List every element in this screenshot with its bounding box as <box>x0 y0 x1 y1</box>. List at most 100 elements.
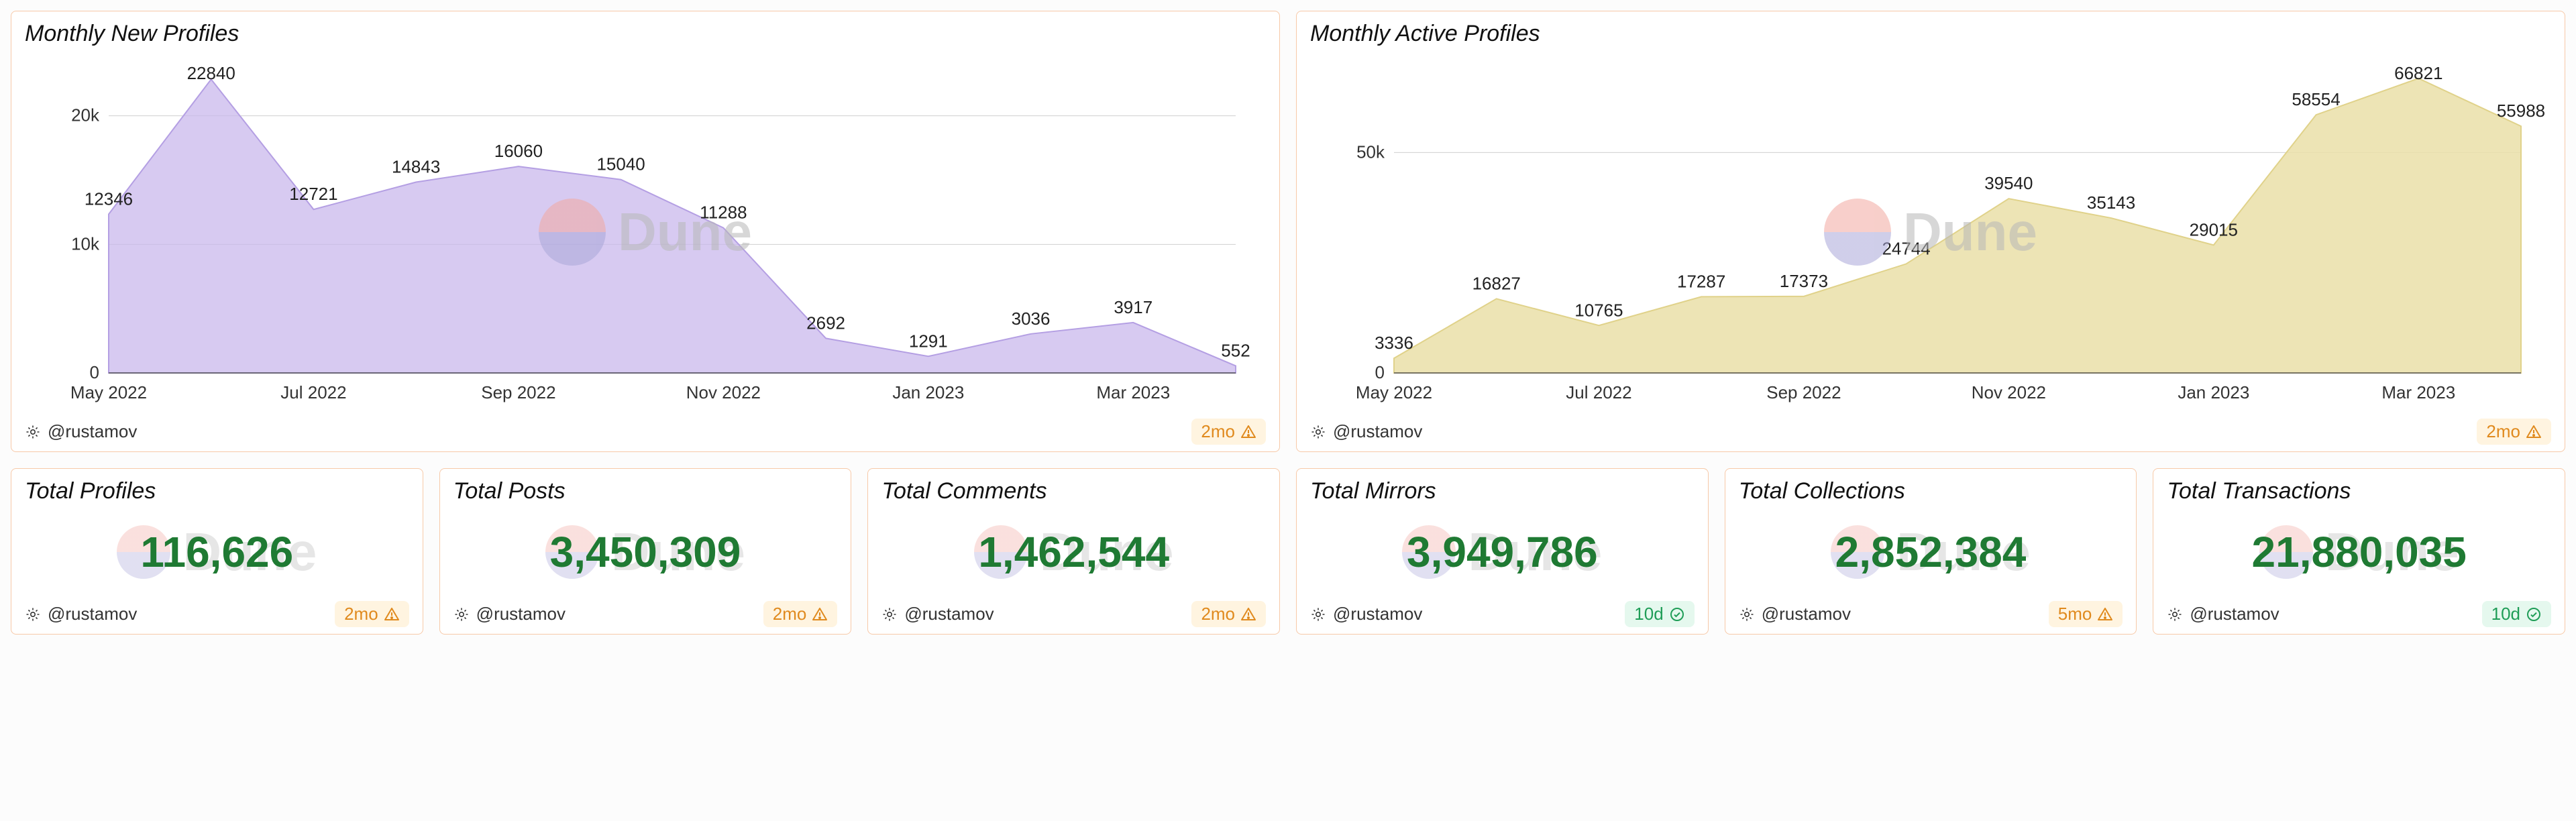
kpi-value: 21,880,035 <box>2252 527 2467 577</box>
badge-text: 10d <box>1634 604 1663 624</box>
svg-text:1291: 1291 <box>909 331 948 351</box>
kpi-value: 1,462,544 <box>978 527 1169 577</box>
author-handle: @rustamov <box>2190 604 2279 624</box>
kpi-card: Total Posts Dune3,450,309 @rustamov 2mo <box>439 468 852 635</box>
svg-text:15040: 15040 <box>596 154 645 174</box>
kpi-title: Total Collections <box>1739 478 2123 504</box>
chart-title: Monthly New Profiles <box>25 21 1266 47</box>
svg-text:22840: 22840 <box>187 63 235 83</box>
kpi-value: 3,949,786 <box>1407 527 1598 577</box>
chart-title: Monthly Active Profiles <box>1310 21 2551 47</box>
svg-text:39540: 39540 <box>1984 173 2033 193</box>
kpi-card: Total Profiles Dune116,626 @rustamov 2mo <box>11 468 423 635</box>
svg-text:3036: 3036 <box>1012 309 1051 329</box>
svg-text:Jul 2022: Jul 2022 <box>1566 382 1631 402</box>
badge-text: 2mo <box>2486 421 2520 442</box>
author[interactable]: @rustamov <box>1310 421 1422 442</box>
author[interactable]: @rustamov <box>1310 604 1422 624</box>
kpi-title: Total Posts <box>453 478 838 504</box>
author-handle: @rustamov <box>1333 604 1422 624</box>
badge-text: 2mo <box>773 604 807 624</box>
kpi-body: Dune3,949,786 <box>1310 508 1695 596</box>
svg-text:29015: 29015 <box>2190 219 2238 239</box>
svg-text:10k: 10k <box>71 233 100 254</box>
card-footer: @rustamov 5mo <box>1739 601 2123 627</box>
svg-text:55988: 55988 <box>2497 101 2545 121</box>
svg-text:0: 0 <box>90 362 99 382</box>
svg-text:11288: 11288 <box>700 203 747 223</box>
badge-text: 2mo <box>344 604 378 624</box>
area-chart-svg: 010k20kMay 2022Jul 2022Sep 2022Nov 2022J… <box>25 51 1266 413</box>
kpi-body: Dune1,462,544 <box>881 508 1266 596</box>
freshness-badge: 2mo <box>763 601 838 627</box>
kpi-value: 3,450,309 <box>550 527 741 577</box>
chart-card-new-profiles: Monthly New ProfilesDune010k20kMay 2022J… <box>11 11 1280 452</box>
svg-text:Mar 2023: Mar 2023 <box>1096 382 1170 402</box>
svg-text:20k: 20k <box>71 105 100 125</box>
kpi-body: Dune3,450,309 <box>453 508 838 596</box>
card-footer: @rustamov 2mo <box>1310 419 2551 445</box>
svg-text:14843: 14843 <box>392 157 440 177</box>
svg-text:Jul 2022: Jul 2022 <box>280 382 346 402</box>
kpi-card: Total Mirrors Dune3,949,786 @rustamov 10d <box>1296 468 1709 635</box>
chart-area[interactable]: Dune050kMay 2022Jul 2022Sep 2022Nov 2022… <box>1310 51 2551 413</box>
svg-text:Jan 2023: Jan 2023 <box>892 382 964 402</box>
svg-text:Jan 2023: Jan 2023 <box>2178 382 2249 402</box>
kpi-body: Dune21,880,035 <box>2167 508 2551 596</box>
kpi-card: Total Collections Dune2,852,384 @rustamov 5… <box>1725 468 2137 635</box>
svg-text:10765: 10765 <box>1574 300 1623 320</box>
author[interactable]: @rustamov <box>881 604 994 624</box>
freshness-badge: 2mo <box>1191 601 1266 627</box>
kpi-card: Total Comments Dune1,462,544 @rustamov 2mo <box>867 468 1280 635</box>
svg-text:50k: 50k <box>1356 142 1385 162</box>
author-handle: @rustamov <box>1762 604 1851 624</box>
badge-text: 2mo <box>1201 421 1235 442</box>
kpi-body: Dune2,852,384 <box>1739 508 2123 596</box>
svg-text:16060: 16060 <box>494 141 543 161</box>
kpi-body: Dune116,626 <box>25 508 409 596</box>
kpi-title: Total Transactions <box>2167 478 2551 504</box>
svg-text:12346: 12346 <box>85 188 133 209</box>
svg-text:3336: 3336 <box>1375 333 1413 353</box>
svg-text:May 2022: May 2022 <box>1356 382 1432 402</box>
svg-text:35143: 35143 <box>2087 193 2135 213</box>
kpi-title: Total Mirrors <box>1310 478 1695 504</box>
chart-area[interactable]: Dune010k20kMay 2022Jul 2022Sep 2022Nov 2… <box>25 51 1266 413</box>
card-footer: @rustamov 10d <box>2167 601 2551 627</box>
author[interactable]: @rustamov <box>25 604 137 624</box>
card-footer: @rustamov 2mo <box>25 419 1266 445</box>
kpi-value: 2,852,384 <box>1835 527 2027 577</box>
svg-text:552: 552 <box>1221 340 1250 360</box>
chart-card-active-profiles: Monthly Active ProfilesDune050kMay 2022J… <box>1296 11 2565 452</box>
svg-text:12721: 12721 <box>289 184 337 204</box>
svg-text:3917: 3917 <box>1114 297 1152 317</box>
card-footer: @rustamov 2mo <box>453 601 838 627</box>
area-chart-svg: 050kMay 2022Jul 2022Sep 2022Nov 2022Jan … <box>1310 51 2551 413</box>
kpi-value: 116,626 <box>140 527 293 577</box>
author[interactable]: @rustamov <box>2167 604 2279 624</box>
badge-text: 10d <box>2491 604 2520 624</box>
author[interactable]: @rustamov <box>1739 604 1851 624</box>
svg-text:24744: 24744 <box>1882 238 1930 258</box>
kpi-title: Total Comments <box>881 478 1266 504</box>
svg-text:0: 0 <box>1375 362 1385 382</box>
kpi-card: Total Transactions Dune21,880,035 @rustamo… <box>2153 468 2565 635</box>
author-handle: @rustamov <box>48 421 137 442</box>
svg-text:58554: 58554 <box>2292 89 2340 109</box>
author[interactable]: @rustamov <box>25 421 137 442</box>
freshness-badge: 10d <box>2482 601 2551 627</box>
freshness-badge: 5mo <box>2049 601 2123 627</box>
svg-text:16827: 16827 <box>1472 273 1521 293</box>
svg-text:66821: 66821 <box>2394 63 2443 83</box>
svg-text:May 2022: May 2022 <box>70 382 147 402</box>
author-handle: @rustamov <box>1333 421 1422 442</box>
freshness-badge: 10d <box>1625 601 1694 627</box>
svg-text:Sep 2022: Sep 2022 <box>1766 382 1841 402</box>
card-footer: @rustamov 2mo <box>25 601 409 627</box>
kpi-title: Total Profiles <box>25 478 409 504</box>
svg-text:Mar 2023: Mar 2023 <box>2381 382 2455 402</box>
svg-text:2692: 2692 <box>806 313 845 333</box>
author[interactable]: @rustamov <box>453 604 566 624</box>
svg-text:17287: 17287 <box>1677 271 1725 291</box>
freshness-badge: 2mo <box>1191 419 1266 445</box>
